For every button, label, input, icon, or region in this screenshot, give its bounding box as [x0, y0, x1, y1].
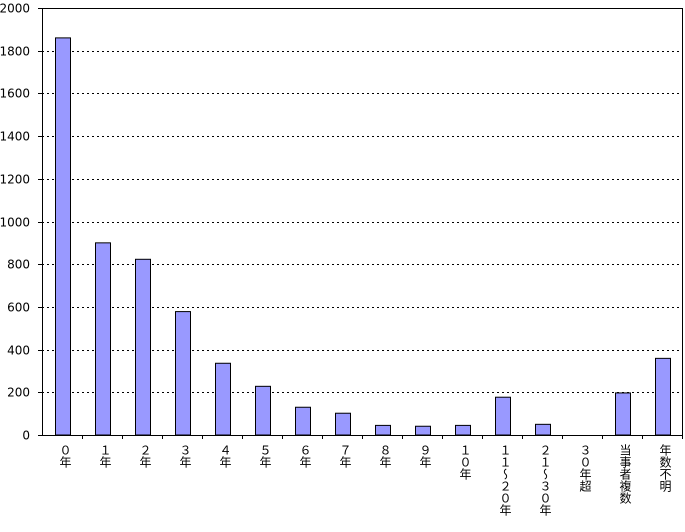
y-tick-label: 1200: [0, 173, 30, 187]
x-tick-label: ３年: [178, 444, 192, 468]
x-tick-label: ８年: [378, 444, 392, 468]
bar: [295, 406, 311, 436]
x-tick-label: ２年: [138, 444, 152, 468]
y-tick-label: 1600: [0, 87, 30, 101]
bar: [335, 412, 351, 436]
y-tick-label: 600: [7, 301, 30, 315]
bar: [95, 242, 111, 436]
x-tick-label: ７年: [338, 444, 352, 468]
bar: [135, 258, 151, 436]
x-tick-label: 当事者複数: [618, 444, 632, 504]
bar: [375, 424, 391, 436]
y-tick-label: 1800: [0, 45, 30, 59]
x-tick-label: １０年: [458, 444, 472, 480]
bar: [655, 357, 671, 436]
bar: [255, 385, 271, 436]
y-tick-label: 200: [7, 386, 30, 400]
bar: [495, 396, 511, 436]
bar: [415, 425, 431, 436]
x-tick-label: ２１～３０年: [538, 444, 552, 516]
y-tick-label: 1000: [0, 216, 30, 230]
bar: [615, 392, 631, 436]
bar: [455, 424, 471, 436]
x-tick-label: １年: [98, 444, 112, 468]
bar: [55, 37, 71, 436]
x-tick-label: ６年: [298, 444, 312, 468]
bar: [215, 362, 231, 436]
x-tick-label: ４年: [218, 444, 232, 468]
y-tick-label: 1400: [0, 130, 30, 144]
y-tick-label: 0: [22, 429, 30, 443]
y-tick-label: 400: [7, 344, 30, 358]
y-tick-label: 2000: [0, 2, 30, 16]
bar: [175, 311, 191, 436]
x-tick-label: ０年: [58, 444, 72, 468]
x-tick-label: ９年: [418, 444, 432, 468]
x-tick-label: 年数不明: [658, 444, 672, 492]
x-tick-label: １１～２０年: [498, 444, 512, 516]
x-tick-label: ５年: [258, 444, 272, 468]
x-tick-label: ３０年超: [578, 444, 592, 492]
bar: [535, 423, 551, 436]
y-tick-label: 800: [7, 258, 30, 272]
